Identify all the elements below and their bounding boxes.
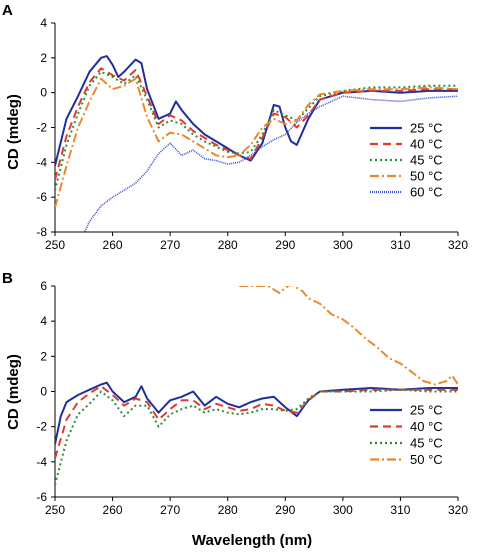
chart-panel-a: -8 -6 -4 -2 0 2 4 250 260 270 280 290 300 310 320 25 °C… [36, 16, 468, 252]
legend-label: 50 °C [410, 169, 443, 184]
series-line-45c [55, 388, 458, 485]
panel-label-a: A [2, 2, 13, 19]
x-tick-label: 300 [333, 238, 353, 252]
series-line-25c [55, 381, 458, 445]
y-tick-label: 2 [40, 51, 47, 65]
y-tick-label: -4 [36, 455, 47, 469]
legend-label: 25 °C [410, 403, 443, 418]
y-tick-label: 0 [40, 385, 47, 399]
x-tick-label: 260 [103, 238, 123, 252]
series-line-25c [55, 55, 458, 167]
x-tick-label: 310 [390, 238, 410, 252]
y-tick-label: -6 [36, 490, 47, 504]
x-tick-label: 300 [333, 503, 353, 517]
y-tick-label: -2 [36, 420, 47, 434]
y-axis-label-a: CD (mdeg) [5, 94, 22, 170]
x-tick-label: 310 [390, 503, 410, 517]
series-line-40c [55, 67, 458, 181]
legend-label: 25 °C [410, 121, 443, 136]
x-tick-label: 280 [218, 238, 238, 252]
series-line-60c [83, 95, 458, 232]
y-tick-label: 6 [40, 279, 47, 293]
y-tick-label: -6 [36, 190, 47, 204]
y-tick-label: 2 [40, 349, 47, 363]
legend-label: 60 °C [410, 185, 443, 200]
y-tick-label: -8 [36, 225, 47, 239]
x-tick-label: 260 [103, 503, 123, 517]
x-tick-label: 250 [45, 503, 65, 517]
legend-label: 40 °C [410, 419, 443, 434]
x-tick-label: 290 [275, 238, 295, 252]
x-tick-label: 320 [448, 238, 468, 252]
x-tick-label: 250 [45, 238, 65, 252]
legend-label: 40 °C [410, 137, 443, 152]
legend-label: 45 °C [410, 153, 443, 168]
series-line-40c [55, 385, 458, 459]
x-tick-label: 270 [160, 503, 180, 517]
y-tick-label: -4 [36, 155, 47, 169]
series-line-50c [55, 77, 458, 208]
panel-label-b: B [2, 270, 13, 287]
x-tick-label: 320 [448, 503, 468, 517]
legend-label: 45 °C [410, 436, 443, 451]
y-tick-label: -2 [36, 121, 47, 135]
y-tick-label: 4 [40, 314, 47, 328]
x-tick-label: 270 [160, 238, 180, 252]
series-line-45c [55, 70, 458, 191]
y-axis-label-b: CD (mdeg) [5, 354, 22, 430]
series-line-50c [239, 286, 458, 386]
x-tick-label: 290 [275, 503, 295, 517]
y-tick-label: 0 [40, 86, 47, 100]
y-tick-label: 4 [40, 16, 47, 30]
x-tick-label: 280 [218, 503, 238, 517]
x-axis-label: Wavelength (nm) [192, 532, 312, 549]
legend-label: 50 °C [410, 452, 443, 467]
